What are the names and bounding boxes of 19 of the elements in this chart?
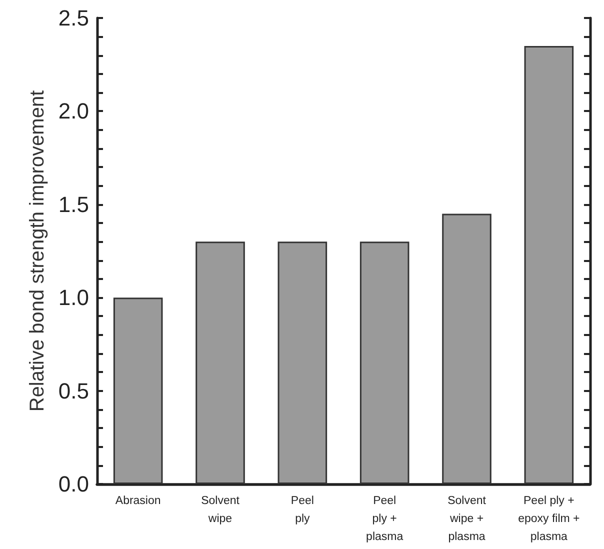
- bar: [278, 242, 328, 484]
- x-tick-label: Peel ply + plasma: [366, 495, 404, 543]
- y-tick-label: 1.5: [58, 192, 89, 217]
- x-tick-label: Peel ply: [290, 495, 314, 525]
- y-axis-title: Relative bond strength improvement: [26, 90, 49, 412]
- y-tick-label: 0.5: [58, 378, 89, 404]
- bar: [196, 242, 245, 484]
- bar: [360, 242, 410, 484]
- x-tick-label: Peel ply + epoxy film + plasma: [518, 495, 580, 543]
- x-tick-label: Solvent wipe: [201, 495, 240, 525]
- bar: [113, 298, 163, 484]
- y-tick-label: 1.0: [58, 285, 89, 310]
- y-tick-label: 2.5: [58, 6, 89, 30]
- bar: [524, 46, 574, 484]
- x-tick-label: Solvent wipe + plasma: [448, 495, 487, 543]
- x-tick-label: Abrasion: [115, 495, 161, 507]
- bar: [442, 214, 492, 484]
- text: 0.0: [58, 472, 89, 496]
- y-tick-label: 2.0: [58, 98, 89, 124]
